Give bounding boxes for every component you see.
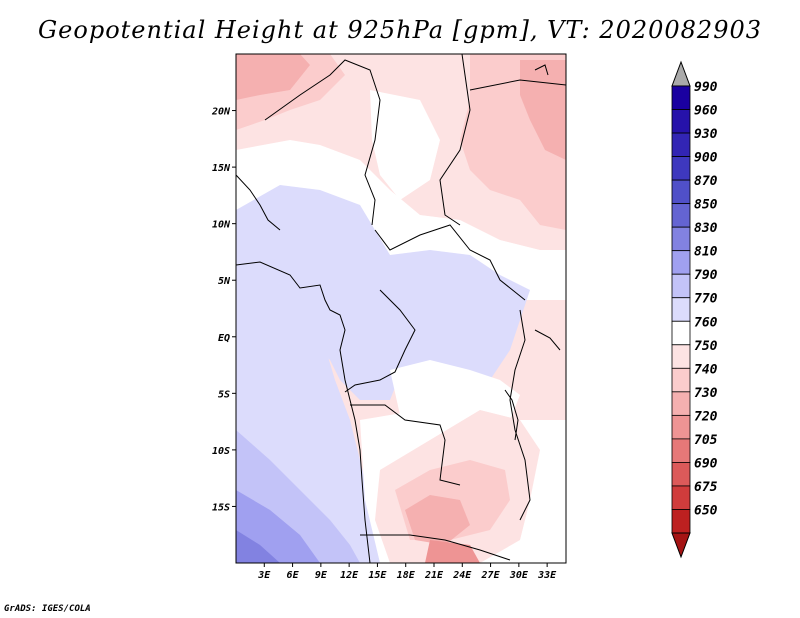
colorbar-label: 705 bbox=[694, 433, 718, 448]
coastlines-borders bbox=[236, 54, 566, 563]
map-field bbox=[236, 54, 566, 563]
colorbar-label: 650 bbox=[694, 503, 718, 518]
lon-tick-label: 15E bbox=[368, 570, 387, 581]
lat-tick-label: 10N bbox=[212, 220, 231, 231]
colorbar-top-triangle bbox=[671, 60, 691, 87]
colorbar-swatch bbox=[671, 179, 691, 205]
colorbar-label: 930 bbox=[694, 127, 718, 142]
colorbar-swatch bbox=[671, 156, 691, 181]
lat-tick-label: 5S bbox=[218, 389, 230, 400]
chart-title: Geopotential Height at 925hPa [gpm], VT:… bbox=[38, 16, 762, 44]
colorbar-label: 730 bbox=[694, 386, 718, 401]
car-border bbox=[374, 224, 526, 301]
colorbar-label: 870 bbox=[694, 174, 718, 189]
lat-tick-label: 5N bbox=[218, 276, 231, 287]
lat-tick-label: 10S bbox=[212, 446, 230, 457]
colorbar-swatch bbox=[671, 273, 691, 299]
lon-tick-label: 21E bbox=[424, 570, 444, 581]
colorbar-swatch bbox=[671, 438, 691, 463]
colorbar-swatch bbox=[671, 85, 691, 110]
field-830-sw bbox=[236, 530, 280, 563]
lat-tick-label: 15N bbox=[212, 163, 231, 174]
chad-sudan-border bbox=[439, 54, 471, 226]
lon-tick-label: 24E bbox=[452, 570, 472, 581]
colorbar-swatch bbox=[671, 132, 691, 157]
niger-border bbox=[264, 59, 381, 226]
colorbar: 990 960 930 900 870 850 830 810 790 770 760 750 740 7… bbox=[671, 60, 718, 559]
field-730-south bbox=[405, 495, 470, 545]
nile-feature bbox=[534, 64, 549, 76]
lon-tick-label: 30E bbox=[509, 570, 529, 581]
colorbar-swatch bbox=[671, 320, 691, 346]
congo-border bbox=[344, 289, 416, 393]
colorbar-swatch bbox=[671, 485, 691, 510]
footer-credit: GrADS: IGES/COLA bbox=[4, 604, 91, 614]
lon-tick-label: 18E bbox=[397, 570, 416, 581]
colorbar-label: 770 bbox=[694, 292, 718, 307]
colorbar-swatch bbox=[671, 367, 691, 393]
lat-tick-label: 15S bbox=[212, 502, 230, 513]
field-730-ne bbox=[520, 60, 566, 160]
east-rift-border bbox=[509, 309, 531, 521]
lake-tanganyika bbox=[504, 389, 519, 441]
colorbar-swatch bbox=[671, 297, 691, 322]
colorbar-swatch bbox=[671, 109, 691, 134]
lat-tick-label: 20N bbox=[211, 107, 231, 118]
colorbar-label: 990 bbox=[694, 80, 718, 95]
colorbar-bottom-triangle bbox=[671, 532, 691, 559]
lon-tick-label: 6E bbox=[287, 570, 300, 581]
colorbar-label: 740 bbox=[694, 362, 718, 377]
colorbar-swatch bbox=[671, 226, 691, 252]
colorbar-swatch bbox=[671, 203, 691, 228]
colorbar-label: 790 bbox=[694, 268, 718, 283]
colorbar-swatch bbox=[671, 391, 691, 416]
colorbar-label: 760 bbox=[694, 315, 718, 330]
field-730-nw bbox=[236, 54, 310, 100]
longitude-axis: 3E 6E 9E 12E 15E 18E 21E 24E 27E 30E 33E bbox=[257, 563, 557, 581]
lon-tick-label: 27E bbox=[481, 570, 501, 581]
colorbar-swatch bbox=[671, 344, 691, 369]
colorbar-label: 720 bbox=[694, 409, 718, 424]
colorbar-swatch bbox=[671, 414, 691, 440]
colorbar-swatch bbox=[671, 509, 691, 534]
latitude-axis: 20N 15N 10N 5N EQ 5S 10S 15S bbox=[211, 107, 236, 513]
southern-border bbox=[360, 534, 511, 561]
angola-drc-border bbox=[350, 404, 461, 486]
colorbar-swatch bbox=[671, 462, 691, 487]
colorbar-label: 900 bbox=[694, 151, 718, 166]
egypt-border bbox=[469, 79, 566, 91]
colorbar-label: 750 bbox=[694, 339, 718, 354]
map-frame bbox=[235, 53, 567, 564]
lon-tick-label: 12E bbox=[340, 570, 359, 581]
colorbar-swatch bbox=[671, 250, 691, 275]
field-760-north bbox=[370, 90, 440, 200]
colorbar-label: 810 bbox=[694, 245, 718, 260]
colorbar-label: 690 bbox=[694, 456, 718, 471]
colorbar-label: 960 bbox=[694, 104, 718, 119]
lon-tick-label: 33E bbox=[537, 570, 557, 581]
west-africa-border bbox=[236, 174, 281, 231]
lon-tick-label: 9E bbox=[315, 570, 328, 581]
lat-tick-label: EQ bbox=[218, 333, 230, 344]
field-760-sahel bbox=[236, 140, 566, 300]
lon-tick-label: 3E bbox=[257, 570, 271, 581]
lake-victoria bbox=[534, 329, 561, 351]
colorbar-label: 830 bbox=[694, 221, 718, 236]
colorbar-label: 850 bbox=[694, 198, 718, 213]
west-coastline bbox=[236, 261, 371, 563]
colorbar-label: 675 bbox=[694, 480, 718, 495]
